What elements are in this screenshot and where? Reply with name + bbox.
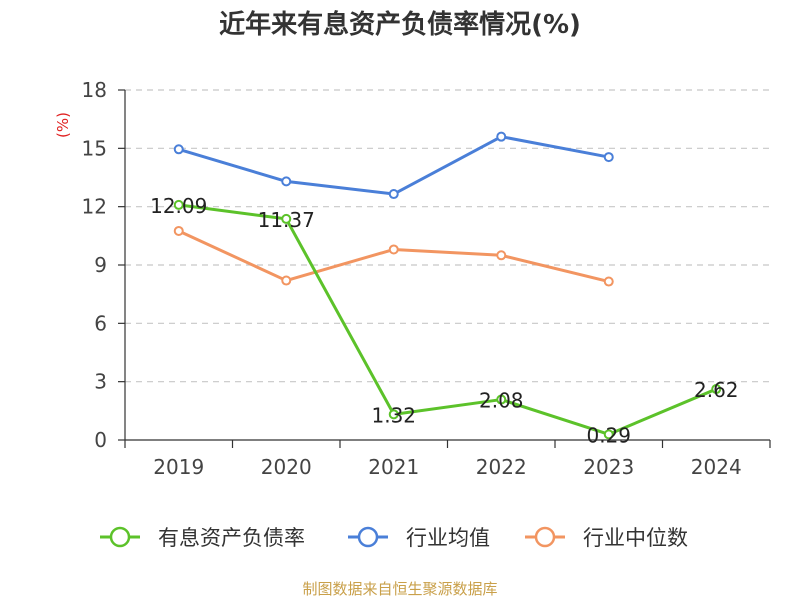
legend-label: 有息资产负债率 — [158, 526, 305, 550]
data-point — [496, 394, 507, 405]
data-point — [173, 144, 184, 155]
chart-title: 近年来有息资产负债率情况(%) — [219, 10, 581, 40]
data-label: 2.08 — [479, 389, 524, 413]
legend-label: 行业均值 — [406, 526, 490, 550]
data-point — [173, 225, 184, 236]
data-point — [496, 131, 507, 142]
data-point — [281, 275, 292, 286]
data-point — [603, 276, 614, 287]
legend: 有息资产负债率 行业均值 行业中位数 — [100, 526, 688, 550]
y-tick-label: 9 — [94, 253, 107, 277]
x-tick-label: 2022 — [476, 455, 527, 479]
legend-marker — [534, 526, 556, 548]
data-label-layer: 12.09 11.37 1.32 2.08 0.29 2.62 — [150, 194, 738, 447]
data-label: 12.09 — [150, 194, 207, 218]
y-tick-label: 15 — [82, 136, 107, 160]
y-tick-label: 12 — [82, 195, 107, 219]
data-point — [173, 199, 184, 210]
data-point — [388, 189, 399, 200]
y-tick-label: 0 — [94, 428, 107, 452]
series-layer — [173, 131, 722, 440]
x-tick-label: 2023 — [583, 455, 634, 479]
legend-marker — [357, 526, 379, 548]
data-point — [281, 176, 292, 187]
data-point — [603, 429, 614, 440]
grid-layer — [125, 89, 770, 383]
series-line — [178, 203, 717, 436]
y-axis-label: (%) — [54, 112, 72, 138]
data-label: 1.32 — [371, 403, 416, 427]
data-point — [496, 250, 507, 261]
data-point — [603, 152, 614, 163]
x-tick-label: 2020 — [261, 455, 312, 479]
y-tick-label: 6 — [94, 311, 107, 335]
data-label: 11.37 — [258, 208, 315, 232]
x-tick-label: 2019 — [153, 455, 204, 479]
data-point — [388, 409, 399, 420]
x-tick-label: 2024 — [691, 455, 742, 479]
y-tick-label: 18 — [82, 78, 107, 102]
legend-marker — [109, 526, 131, 548]
data-label: 2.62 — [694, 378, 739, 402]
data-point — [281, 213, 292, 224]
data-point — [388, 244, 399, 255]
series-line — [178, 229, 610, 283]
data-point — [711, 384, 722, 395]
y-tick-label: 3 — [94, 370, 107, 394]
axis-layer: 0 3 6 9 12 15 18 2019 2020 2021 2022 2023 2024 — [82, 78, 771, 479]
data-label: 0.29 — [586, 423, 631, 447]
series-line — [178, 135, 610, 196]
source-note: 制图数据来自恒生聚源数据库 — [302, 580, 498, 598]
x-tick-label: 2021 — [368, 455, 419, 479]
legend-label: 行业中位数 — [583, 526, 688, 550]
